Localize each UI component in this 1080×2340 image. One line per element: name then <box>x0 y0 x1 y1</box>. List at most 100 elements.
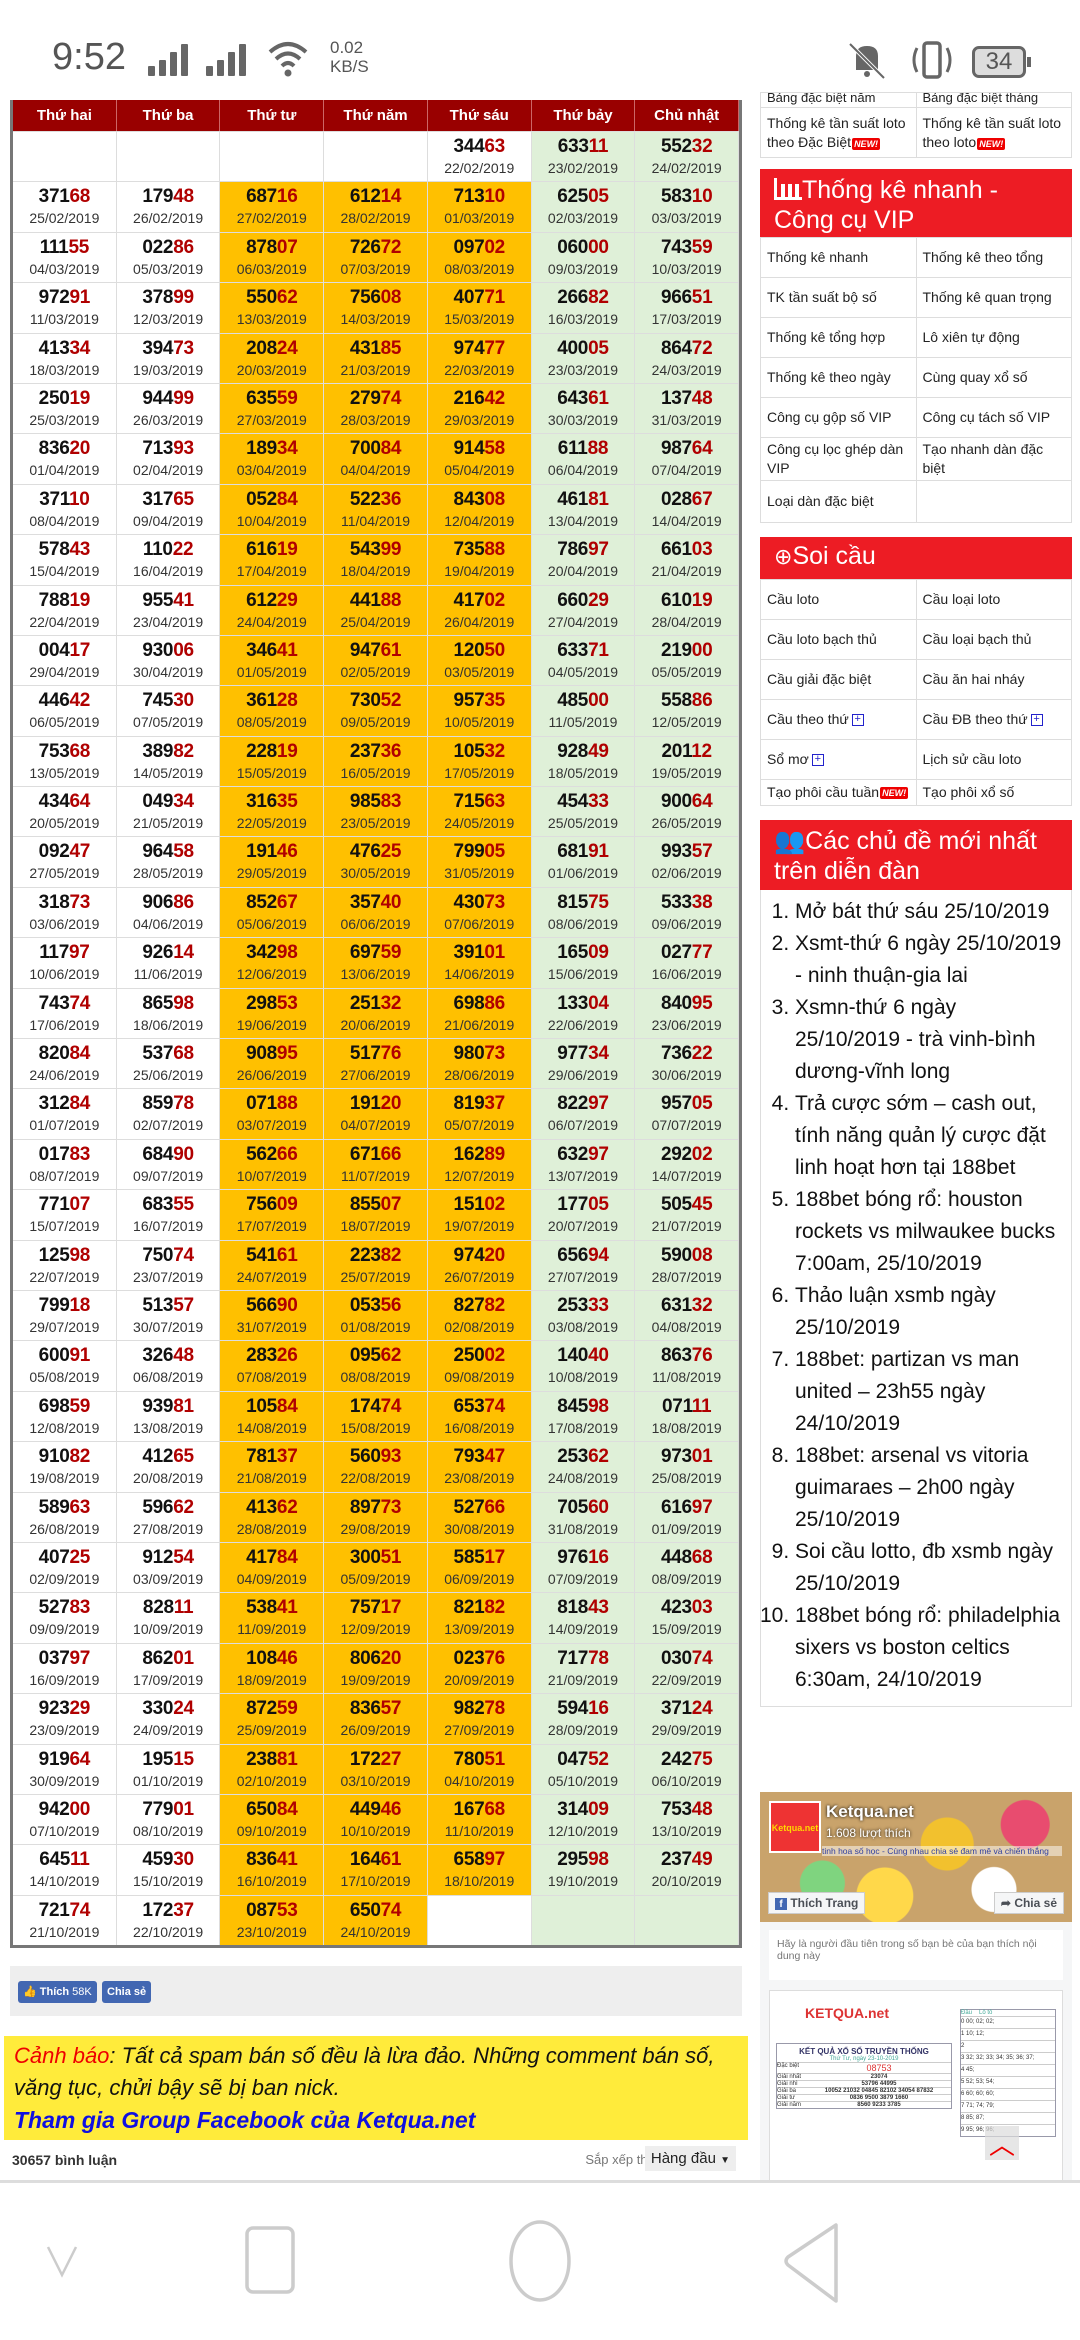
result-cell[interactable]: 19515 01/10/2019 <box>117 1744 221 1794</box>
sidebar-link[interactable]: Tạo nhanh dàn đặc biệt <box>916 438 1072 481</box>
result-cell[interactable]: 91458 05/04/2019 <box>427 434 532 484</box>
result-cell[interactable]: 77901 08/10/2019 <box>117 1794 221 1845</box>
result-cell[interactable]: 98073 28/06/2019 <box>427 1039 532 1089</box>
plus-box-icon[interactable]: + <box>811 753 824 766</box>
result-cell[interactable]: 94200 07/10/2019 <box>13 1794 117 1845</box>
result-cell[interactable]: 09702 08/03/2019 <box>427 232 532 283</box>
result-cell[interactable]: 81937 05/07/2019 <box>427 1089 532 1139</box>
result-cell[interactable]: 31635 22/05/2019 <box>220 787 325 837</box>
result-cell[interactable]: 91254 03/09/2019 <box>117 1542 221 1593</box>
result-cell[interactable]: 97734 29/06/2019 <box>531 1039 636 1089</box>
forum-topic-link[interactable]: 188bet: partizan vs man united – 23h55 n… <box>795 1344 1063 1440</box>
result-cell[interactable]: 43185 21/03/2019 <box>324 333 428 383</box>
result-cell[interactable]: 25362 24/08/2019 <box>531 1442 636 1492</box>
result-cell[interactable]: 10584 14/08/2019 <box>220 1391 325 1442</box>
result-cell[interactable]: 61188 06/04/2019 <box>531 434 636 484</box>
result-cell[interactable]: 17705 20/07/2019 <box>531 1190 636 1240</box>
result-cell[interactable]: 20112 19/05/2019 <box>635 736 740 787</box>
result-cell[interactable]: 95735 10/05/2019 <box>427 686 532 736</box>
result-cell[interactable]: 47625 30/05/2019 <box>324 837 428 887</box>
result-cell[interactable]: 67166 11/07/2019 <box>324 1139 428 1190</box>
result-cell[interactable]: 45433 25/05/2019 <box>531 787 636 837</box>
result-cell[interactable]: 42303 15/09/2019 <box>635 1593 740 1643</box>
result-cell[interactable]: 14040 10/08/2019 <box>531 1341 636 1391</box>
result-cell[interactable]: 95705 07/07/2019 <box>635 1089 740 1139</box>
result-cell[interactable]: 61019 28/04/2019 <box>635 585 740 635</box>
result-cell[interactable]: 44188 25/04/2019 <box>324 585 428 635</box>
result-cell[interactable]: 94761 02/05/2019 <box>324 635 428 686</box>
result-cell[interactable]: 65074 24/10/2019 <box>324 1895 428 1946</box>
result-cell[interactable]: 70084 04/04/2019 <box>324 434 428 484</box>
result-cell[interactable]: 07188 03/07/2019 <box>220 1089 325 1139</box>
result-cell[interactable]: 82811 10/09/2019 <box>117 1593 221 1643</box>
result-cell[interactable]: 37899 12/03/2019 <box>117 283 221 333</box>
result-cell[interactable]: 63311 23/02/2019 <box>531 132 636 182</box>
sort-select[interactable]: Hàng đầu ▼ <box>644 2146 736 2171</box>
result-cell[interactable]: 31409 12/10/2019 <box>531 1794 636 1845</box>
result-cell[interactable]: 74359 10/03/2019 <box>635 232 740 283</box>
result-cell[interactable]: 96651 17/03/2019 <box>635 283 740 333</box>
result-cell[interactable]: 97291 11/03/2019 <box>13 283 117 333</box>
result-cell[interactable]: 36128 08/05/2019 <box>220 686 325 736</box>
result-cell[interactable]: 32648 06/08/2019 <box>117 1341 221 1391</box>
result-cell[interactable]: 62505 02/03/2019 <box>531 182 636 232</box>
forum-topic-link[interactable]: Soi cầu lotto, đb xsmb ngày 25/10/2019 <box>795 1536 1063 1600</box>
sidebar-link[interactable]: Cùng quay xổ số <box>916 358 1072 398</box>
result-cell[interactable]: 16509 15/06/2019 <box>531 938 636 988</box>
result-cell[interactable]: 41702 26/04/2019 <box>427 585 532 635</box>
result-cell[interactable]: 39473 19/03/2019 <box>117 333 221 383</box>
result-cell[interactable]: 90064 26/05/2019 <box>635 787 740 837</box>
forum-topic-link[interactable]: Xsmn-thứ 6 ngày 25/10/2019 - trà vinh-bì… <box>795 992 1063 1088</box>
result-cell[interactable]: 23736 16/05/2019 <box>324 736 428 787</box>
result-cell[interactable]: 30051 05/09/2019 <box>324 1542 428 1593</box>
home-icon[interactable] <box>508 2219 572 2303</box>
result-cell[interactable]: 82084 24/06/2019 <box>13 1039 117 1089</box>
result-cell[interactable]: 37168 25/02/2019 <box>13 182 117 232</box>
result-cell[interactable]: 78051 04/10/2019 <box>427 1744 532 1794</box>
result-cell[interactable]: 46181 13/04/2019 <box>531 484 636 535</box>
result-cell[interactable]: 31873 03/06/2019 <box>13 887 117 938</box>
share-page-button[interactable]: ➦ Chia sẻ <box>993 1892 1064 1914</box>
result-cell[interactable]: 78819 22/04/2019 <box>13 585 117 635</box>
result-cell[interactable]: 71778 21/09/2019 <box>531 1643 636 1694</box>
result-cell[interactable]: 53841 11/09/2019 <box>220 1593 325 1643</box>
result-cell[interactable]: 40725 02/09/2019 <box>13 1542 117 1593</box>
result-cell[interactable]: 68355 16/07/2019 <box>117 1190 221 1240</box>
forum-topic-link[interactable]: 188bet bóng rổ: houston rockets vs milwa… <box>795 1184 1063 1280</box>
result-cell[interactable]: 22819 15/05/2019 <box>220 736 325 787</box>
result-cell[interactable]: 41265 20/08/2019 <box>117 1442 221 1492</box>
result-cell[interactable]: 61619 17/04/2019 <box>220 535 325 585</box>
sidebar-link[interactable]: Bảng đặc biệt năm <box>761 93 917 108</box>
result-cell[interactable]: 56093 22/08/2019 <box>324 1442 428 1492</box>
result-cell[interactable]: 38982 14/05/2019 <box>117 736 221 787</box>
result-cell[interactable]: 91082 19/08/2019 <box>13 1442 117 1492</box>
result-cell[interactable]: 50545 21/07/2019 <box>635 1190 740 1240</box>
result-cell[interactable]: 75717 12/09/2019 <box>324 1593 428 1643</box>
sidebar-link[interactable]: Cầu loại bạch thủ <box>916 620 1072 660</box>
result-cell[interactable]: 73052 09/05/2019 <box>324 686 428 736</box>
result-cell[interactable]: 63132 04/08/2019 <box>635 1290 740 1341</box>
result-cell[interactable]: 81575 08/06/2019 <box>531 887 636 938</box>
result-cell[interactable]: 29853 19/06/2019 <box>220 988 325 1039</box>
result-cell[interactable]: 60091 05/08/2019 <box>13 1341 117 1391</box>
result-cell[interactable]: 03797 16/09/2019 <box>13 1643 117 1694</box>
result-cell[interactable]: 98583 23/05/2019 <box>324 787 428 837</box>
result-cell[interactable]: 85978 02/07/2019 <box>117 1089 221 1139</box>
result-cell[interactable]: 34298 12/06/2019 <box>220 938 325 988</box>
result-cell[interactable]: 52766 30/08/2019 <box>427 1492 532 1542</box>
result-cell[interactable]: 65084 09/10/2019 <box>220 1794 325 1845</box>
result-cell[interactable]: 55886 12/05/2019 <box>635 686 740 736</box>
sidebar-link[interactable]: Thống kê tần suất loto theo Đặc Biệt NEW! <box>761 108 917 158</box>
result-cell[interactable]: 92614 11/06/2019 <box>117 938 221 988</box>
result-cell[interactable]: 26682 16/03/2019 <box>531 283 636 333</box>
result-cell[interactable]: 97616 07/09/2019 <box>531 1542 636 1593</box>
result-cell[interactable]: 29202 14/07/2019 <box>635 1139 740 1190</box>
sidebar-link[interactable]: Thống kê quan trọng <box>916 278 1072 318</box>
result-cell[interactable]: 19146 29/05/2019 <box>220 837 325 887</box>
result-cell[interactable]: 17237 22/10/2019 <box>117 1895 221 1946</box>
result-cell[interactable]: 40771 15/03/2019 <box>427 283 532 333</box>
sidebar-link[interactable]: Cầu loto <box>761 580 917 620</box>
result-cell[interactable]: 74374 17/06/2019 <box>13 988 117 1039</box>
result-cell[interactable]: 17474 15/08/2019 <box>324 1391 428 1442</box>
result-cell[interactable]: 02286 05/03/2019 <box>117 232 221 283</box>
